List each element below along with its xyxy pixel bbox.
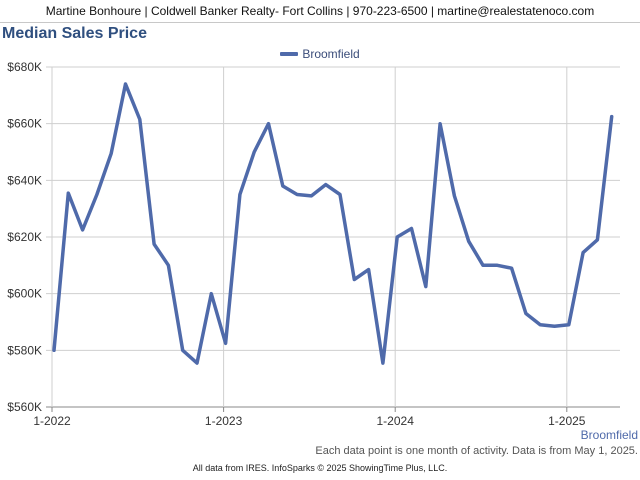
x-tick-label: 1-2022 [33,414,71,428]
y-tick-label: $600K [7,287,42,301]
y-tick-label: $560K [7,400,42,414]
footer-credit: All data from IRES. InfoSparks © 2025 Sh… [192,463,448,473]
x-tick-label: 1-2024 [377,414,415,428]
legend-label: Broomfield [302,47,360,61]
series-layer [52,82,614,365]
data-note: Each data point is one month of activity… [315,445,638,457]
y-tick-label: $640K [7,173,42,187]
y-tick-label: $660K [7,117,42,131]
x-tick-label: 1-2025 [548,414,586,428]
grid-lines [46,66,620,408]
header-text: Martine Bonhoure | Coldwell Banker Realt… [45,4,595,18]
x-tick-label: 1-2023 [205,414,243,428]
x-axis: 1-2022 1-2023 1-2024 1-2025 [33,407,586,428]
chart-title: Median Sales Price [2,25,147,42]
y-tick-label: $580K [7,343,42,357]
legend-swatch [280,52,299,56]
y-tick-label: $620K [7,230,42,244]
series-tag: Broomfield [580,428,638,442]
y-axis: $560K $580K $600K $620K $640K $660K $680K [7,60,42,414]
header-bar: Martine Bonhoure | Coldwell Banker Realt… [0,0,640,23]
legend[interactable]: Broomfield [0,46,640,62]
y-tick-label: $680K [7,60,42,74]
series-line-broomfield[interactable] [52,82,614,365]
